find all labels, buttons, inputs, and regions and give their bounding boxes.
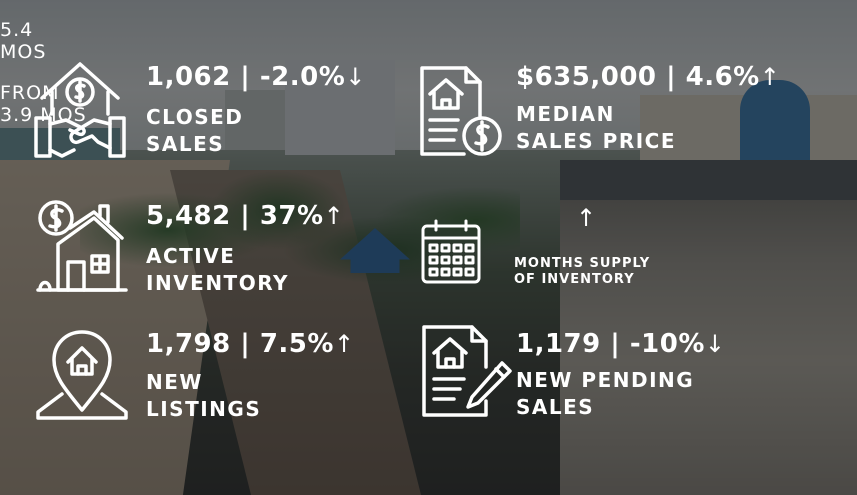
median-sales-price-label-line2: SALES PRICE bbox=[516, 129, 676, 153]
trend-down-arrow: ↓ bbox=[704, 330, 726, 358]
active-inventory-label-line2: INVENTORY bbox=[146, 271, 289, 295]
house-document-pen-icon bbox=[420, 323, 512, 421]
closed-sales-label-line2: SALES bbox=[146, 132, 225, 156]
stat-months-supply: 5.4 MOS ↑ FROM 3.9 MOS MONTHS SUPPLY OF … bbox=[0, 0, 649, 287]
months-supply-from-label: FROM bbox=[0, 82, 60, 104]
months-supply-current-value: 5.4 bbox=[0, 19, 34, 41]
house-dollar-tag-icon bbox=[36, 198, 128, 298]
trend-up-arrow: ↑ bbox=[576, 204, 597, 232]
trend-up-arrow: ↑ bbox=[759, 63, 781, 91]
calendar-icon bbox=[420, 218, 482, 286]
months-supply-label-line2: OF INVENTORY bbox=[514, 272, 635, 287]
trend-up-arrow: ↑ bbox=[333, 330, 355, 358]
months-supply-label-line1: MONTHS SUPPLY bbox=[514, 256, 651, 271]
trend-up-arrow: ↑ bbox=[323, 202, 345, 230]
new-pending-sales-value: 1,179 | -10% bbox=[516, 329, 705, 359]
months-supply-from-value: 3.9 MOS bbox=[0, 104, 87, 126]
new-pending-sales-label-line1: NEW PENDING bbox=[516, 368, 695, 392]
active-inventory-value: 5,482 | 37% bbox=[146, 201, 324, 231]
active-inventory-label-line1: ACTIVE bbox=[146, 244, 236, 268]
new-pending-sales-label-line2: SALES bbox=[516, 395, 595, 419]
closed-sales-label-line1: CLOSED bbox=[146, 105, 244, 129]
new-listings-label-line2: LISTINGS bbox=[146, 397, 262, 421]
median-sales-price-label-line1: MEDIAN bbox=[516, 102, 615, 126]
house-document-dollar-icon bbox=[418, 64, 504, 160]
new-listings-label-line1: NEW bbox=[146, 370, 203, 394]
closed-sales-value: 1,062 | -2.0% bbox=[146, 62, 346, 92]
new-listings-value: 1,798 | 7.5% bbox=[146, 329, 334, 359]
house-map-pin-icon bbox=[34, 326, 130, 422]
trend-down-arrow: ↓ bbox=[345, 63, 366, 91]
months-supply-current-unit: MOS bbox=[0, 41, 47, 63]
median-sales-price-value: $635,000 | 4.6% bbox=[516, 62, 760, 92]
house-handshake-dollar-icon bbox=[34, 58, 126, 168]
